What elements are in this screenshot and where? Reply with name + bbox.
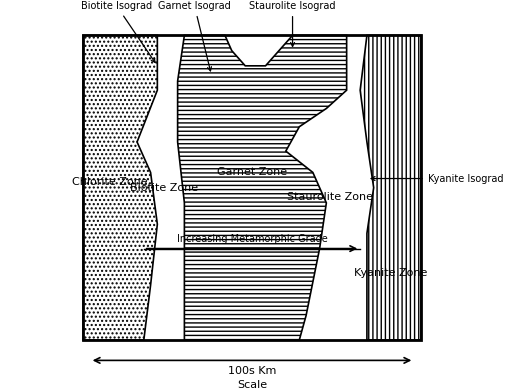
Text: Scale: Scale: [237, 380, 267, 390]
Text: Garnet Isograd: Garnet Isograd: [158, 1, 231, 71]
Text: Biotite Zone: Biotite Zone: [130, 183, 198, 192]
Text: Increasing Metamorphic Grade: Increasing Metamorphic Grade: [176, 234, 327, 244]
Polygon shape: [83, 35, 421, 340]
Bar: [83, 35, 421, 340]
Text: Biotite Isograd: Biotite Isograd: [81, 1, 155, 62]
Text: Chlorite Zone: Chlorite Zone: [72, 176, 148, 187]
Text: Kyanite Zone: Kyanite Zone: [354, 268, 427, 278]
Text: Staurolite Isograd: Staurolite Isograd: [249, 1, 336, 46]
Polygon shape: [177, 35, 347, 340]
Polygon shape: [360, 35, 421, 340]
Text: 100s Km: 100s Km: [228, 366, 276, 376]
Text: Kyanite Isograd: Kyanite Isograd: [371, 174, 503, 183]
Polygon shape: [83, 35, 157, 340]
Text: Garnet Zone: Garnet Zone: [217, 167, 287, 178]
Text: Staurolite Zone: Staurolite Zone: [286, 192, 373, 202]
